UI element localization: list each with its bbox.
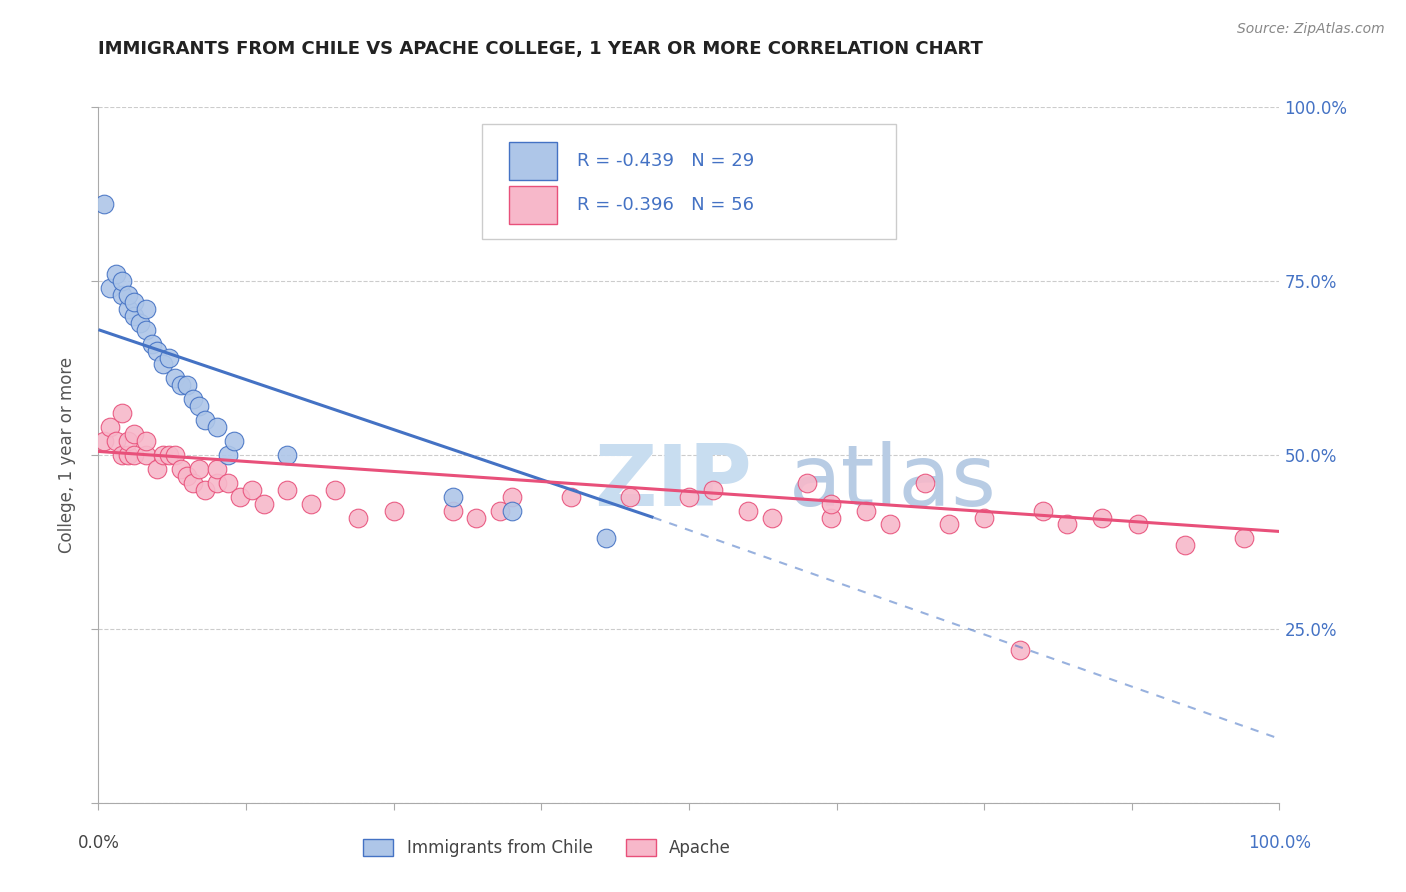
Point <box>146 462 169 476</box>
Point <box>98 420 121 434</box>
Legend: Immigrants from Chile, Apache: Immigrants from Chile, Apache <box>357 832 738 864</box>
Point <box>181 392 204 407</box>
Point <box>122 427 145 442</box>
Point <box>560 490 582 504</box>
Point <box>93 434 115 448</box>
Point <box>194 483 217 497</box>
Point <box>229 490 252 504</box>
Point <box>117 448 139 462</box>
Point <box>105 434 128 448</box>
Point <box>165 448 187 462</box>
Point <box>152 448 174 462</box>
Point <box>796 475 818 490</box>
Point <box>122 294 145 309</box>
Point <box>141 336 163 351</box>
Point <box>619 490 641 504</box>
Point <box>1174 538 1197 552</box>
Point <box>170 462 193 476</box>
Point <box>595 532 617 546</box>
Point <box>135 323 157 337</box>
Text: IMMIGRANTS FROM CHILE VS APACHE COLLEGE, 1 YEAR OR MORE CORRELATION CHART: IMMIGRANTS FROM CHILE VS APACHE COLLEGE,… <box>98 40 983 58</box>
Point <box>441 490 464 504</box>
Text: atlas: atlas <box>789 442 997 524</box>
Point <box>117 434 139 448</box>
Point <box>111 288 134 302</box>
Text: R = -0.396   N = 56: R = -0.396 N = 56 <box>576 196 754 214</box>
Point <box>111 406 134 420</box>
Point <box>170 378 193 392</box>
Point <box>122 309 145 323</box>
Point <box>914 475 936 490</box>
Point <box>240 483 263 497</box>
Point <box>441 503 464 517</box>
Point <box>176 468 198 483</box>
Point <box>253 497 276 511</box>
Point <box>165 371 187 385</box>
Point <box>820 497 842 511</box>
Text: Source: ZipAtlas.com: Source: ZipAtlas.com <box>1237 22 1385 37</box>
Point <box>276 448 298 462</box>
Point <box>323 483 346 497</box>
Point <box>1233 532 1256 546</box>
Point <box>105 267 128 281</box>
Point <box>128 316 150 330</box>
Y-axis label: College, 1 year or more: College, 1 year or more <box>58 357 76 553</box>
Point <box>1056 517 1078 532</box>
Point <box>187 462 209 476</box>
Point <box>489 503 512 517</box>
Point <box>820 510 842 524</box>
Point <box>117 301 139 316</box>
FancyBboxPatch shape <box>482 124 896 239</box>
Point <box>299 497 322 511</box>
Point <box>737 503 759 517</box>
Point <box>117 288 139 302</box>
Point <box>938 517 960 532</box>
Point <box>501 503 523 517</box>
Point <box>702 483 724 497</box>
Point <box>135 434 157 448</box>
FancyBboxPatch shape <box>509 186 557 224</box>
Point <box>111 274 134 288</box>
Point <box>1032 503 1054 517</box>
Point <box>122 448 145 462</box>
Point <box>501 490 523 504</box>
Point <box>187 399 209 413</box>
FancyBboxPatch shape <box>509 142 557 180</box>
Point <box>855 503 877 517</box>
Text: 100.0%: 100.0% <box>1249 834 1310 852</box>
Text: 0.0%: 0.0% <box>77 834 120 852</box>
Point <box>205 420 228 434</box>
Point <box>761 510 783 524</box>
Point <box>1008 642 1031 657</box>
Point <box>98 281 121 295</box>
Point <box>678 490 700 504</box>
Point <box>176 378 198 392</box>
Text: ZIP: ZIP <box>595 442 752 524</box>
Point <box>973 510 995 524</box>
Point <box>93 197 115 211</box>
Point <box>347 510 370 524</box>
Point <box>465 510 488 524</box>
Point <box>152 358 174 372</box>
Text: R = -0.439   N = 29: R = -0.439 N = 29 <box>576 153 754 170</box>
Point <box>146 343 169 358</box>
Point <box>276 483 298 497</box>
Point <box>205 475 228 490</box>
Point <box>382 503 405 517</box>
Point <box>224 434 246 448</box>
Point <box>181 475 204 490</box>
Point <box>879 517 901 532</box>
Point <box>1091 510 1114 524</box>
Point <box>1126 517 1149 532</box>
Point <box>157 448 180 462</box>
Point <box>111 448 134 462</box>
Point <box>217 475 239 490</box>
Point <box>217 448 239 462</box>
Point <box>135 301 157 316</box>
Point <box>194 413 217 427</box>
Point <box>157 351 180 365</box>
Point <box>135 448 157 462</box>
Point <box>205 462 228 476</box>
